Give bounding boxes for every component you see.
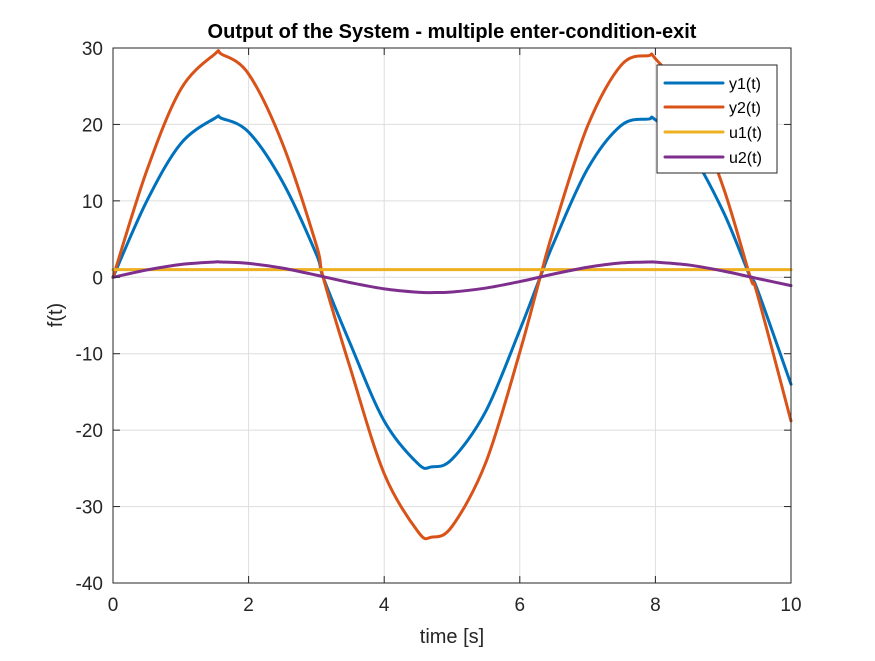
y-tick-label: -40 xyxy=(76,574,103,595)
y-axis-label: f(t) xyxy=(45,303,67,327)
tick-labels: 0 2 4 6 8 10 -40 -30 -20 -10 0 10 20 30 xyxy=(76,39,802,616)
y-tick-label: 0 xyxy=(92,268,103,289)
y-tick-label: -30 xyxy=(76,498,103,519)
x-tick-label: 8 xyxy=(650,595,661,616)
y-tick-label: 20 xyxy=(82,115,103,136)
y-tick-label: 10 xyxy=(82,192,103,213)
legend-label-u1: u1(t) xyxy=(729,125,762,142)
plot-frame xyxy=(112,47,792,584)
y-tick-label: 30 xyxy=(82,39,103,60)
legend-label-y2: y2(t) xyxy=(729,100,761,117)
x-tick-label: 2 xyxy=(243,595,254,616)
legend-label-u2: u2(t) xyxy=(729,150,762,167)
x-tick-label: 6 xyxy=(515,595,526,616)
legend-label-y1: y1(t) xyxy=(729,76,761,93)
axis-ticks xyxy=(112,47,792,584)
x-tick-label: 0 xyxy=(108,595,119,616)
x-axis-label: time [s] xyxy=(420,626,484,648)
x-tick-label: 4 xyxy=(379,595,390,616)
legend: y1(t) y2(t) u1(t) u2(t) xyxy=(656,64,778,174)
series-line-u2t xyxy=(111,260,793,295)
x-tick-label: 10 xyxy=(780,595,801,616)
y-tick-label: -20 xyxy=(76,421,103,442)
chart-title: Output of the System - multiple enter-co… xyxy=(208,21,697,43)
y-tick-label: -10 xyxy=(76,345,103,366)
